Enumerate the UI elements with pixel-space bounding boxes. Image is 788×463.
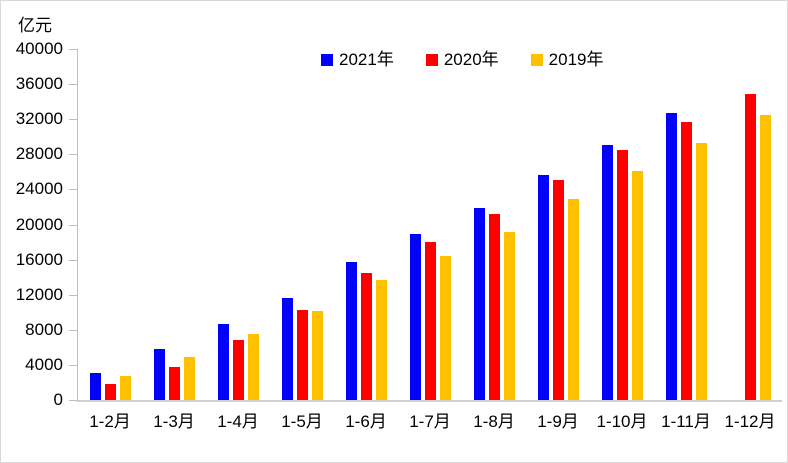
y-tick-mark [69,400,78,401]
legend-label: 2021年 [339,50,394,69]
bar-2020年-1-9月 [552,180,564,400]
y-tick-label-40000: 40000 [15,39,63,58]
bar-2019年-1-12月 [759,115,771,400]
y-tick-label-20000: 20000 [15,214,63,234]
bar-group-1-7月 [398,49,462,400]
y-tick-mark [69,154,78,156]
legend-item-2019年: 2019年 [530,50,604,69]
y-tick-mark [69,189,78,191]
legend-item-2020年: 2020年 [425,50,499,69]
y-tick-label-24000: 24000 [15,179,63,199]
bar-2021年-1-4月 [217,323,229,400]
bar-2021年-1-7月 [409,234,421,400]
bar-2020年-1-2月 [104,383,116,400]
bar-2019年-1-4月 [247,334,259,400]
bar-2021年-1-2月 [89,373,101,400]
legend-swatch-icon [530,53,543,66]
bar-2020年-1-6月 [360,273,372,400]
x-tick-label-1-12月: 1-12月 [724,412,776,431]
bar-2020年-1-8月 [488,213,500,400]
bar-group-1-9月 [526,49,590,400]
bar-2020年-1-4月 [232,339,244,400]
legend-label: 2020年 [443,50,499,69]
x-tick-label-1-8月: 1-8月 [473,412,515,431]
y-tick-label-0: 0 [53,390,63,409]
bar-2019年-1-2月 [119,375,131,400]
x-tick-label-1-7月: 1-7月 [409,412,451,431]
bar-2019年-1-6月 [375,280,387,400]
bar-2020年-1-7月 [424,242,436,400]
y-tick-mark [69,294,78,296]
bar-group-1-3月 [142,49,206,400]
bar-2021年-1-3月 [153,349,165,400]
bar-group-1-12月 [718,49,782,400]
x-tick-label-1-3月: 1-3月 [153,412,195,431]
legend: 2021年 2020年 2019年 [321,51,603,68]
x-axis: 1-2月 1-3月 1-4月 1-5月 1-6月 1-7月 1-8月 1-9月 1-10月 1-1… [78,407,782,432]
bar-2020年-1-3月 [168,367,180,400]
bar-2021年-1-6月 [345,262,357,400]
bar-group-1-8月 [462,49,526,400]
y-tick-label-4000: 4000 [25,354,63,374]
legend-item-2021年: 2021年 [321,51,394,68]
y-tick-mark [69,49,78,50]
bar-2020年-1-12月 [744,94,756,400]
bar-2019年-1-3月 [183,357,195,400]
x-tick-label-1-6月: 1-6月 [345,412,387,431]
bar-group-1-2月 [78,49,142,400]
y-tick-label-12000: 12000 [15,284,63,304]
y-tick-label-28000: 28000 [15,144,63,164]
bar-2020年-1-10月 [616,150,628,400]
bar-2020年-1-5月 [296,310,308,400]
x-tick-label-1-4月: 1-4月 [217,412,259,431]
x-tick-label-1-10月: 1-10月 [596,412,648,431]
plot-area [78,49,782,400]
x-tick-label-1-11月: 1-11月 [661,412,711,431]
bar-group-1-4月 [206,49,270,400]
x-tick-label-1-9月: 1-9月 [537,412,579,431]
bar-group-1-10月 [590,49,654,400]
legend-label: 2019年 [548,50,604,69]
y-tick-mark [69,259,78,261]
x-axis-line [77,400,782,402]
bar-2019年-1-11月 [695,142,707,400]
x-tick-label-1-5月: 1-5月 [281,412,323,431]
bar-2020年-1-11月 [680,121,692,400]
bar-2021年-1-10月 [601,144,613,400]
x-tick-label-1-2月: 1-2月 [89,412,131,431]
bar-2019年-1-9月 [567,199,579,400]
y-axis-unit-label: 亿元 [18,16,52,35]
bar-2019年-1-8月 [503,231,515,400]
bar-2021年-1-8月 [473,207,485,400]
bar-group-1-6月 [334,49,398,400]
bar-group-1-5月 [270,49,334,400]
bar-2019年-1-10月 [631,170,643,400]
bar-2019年-1-5月 [311,311,323,400]
bar-group-1-11月 [654,49,718,400]
y-tick-mark [69,364,78,366]
y-tick-mark [69,329,78,331]
bar-2021年-1-11月 [665,113,677,400]
legend-swatch-icon [321,53,333,66]
y-tick-label-32000: 32000 [15,109,63,129]
bar-2019年-1-7月 [439,255,451,400]
bar-2021年-1-5月 [281,298,293,400]
y-tick-label-16000: 16000 [15,249,63,269]
y-tick-mark [69,224,78,226]
y-tick-label-36000: 36000 [15,74,63,94]
y-tick-mark [69,119,78,121]
legend-swatch-icon [425,53,438,66]
y-tick-mark [69,84,78,86]
bar-2021年-1-9月 [537,174,549,400]
y-axis: 0 4000 8000 12000 16000 20000 24000 28000 32000 3… [1,1,63,462]
y-tick-label-8000: 8000 [25,319,63,339]
